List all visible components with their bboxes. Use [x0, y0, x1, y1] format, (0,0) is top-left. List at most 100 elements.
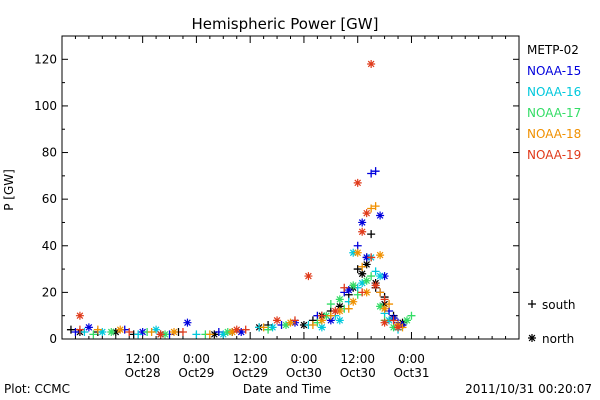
point-noaa-18-south — [371, 202, 380, 211]
point-noaa-15-north — [237, 328, 246, 337]
point-noaa-19-north — [362, 209, 371, 218]
point-noaa-17-north — [161, 330, 170, 339]
point-noaa-16-north — [152, 325, 161, 334]
footer-timestamp: 2011/10/31 00:20:07 — [465, 382, 592, 396]
point-noaa-15-north — [344, 286, 353, 295]
point-noaa-19-south — [380, 295, 389, 304]
y-tick-label: 20 — [42, 285, 57, 299]
point-noaa-18-south — [259, 323, 268, 332]
x-tick-label-time: 12:00 — [233, 352, 268, 366]
plot-frame — [61, 35, 520, 340]
point-noaa-19-north — [371, 281, 380, 290]
point-noaa-16-north — [98, 328, 107, 337]
x-tick-label-time: 0:00 — [398, 352, 425, 366]
x-axis-label: Date and Time — [243, 382, 331, 396]
x-tick-label-date: Oct28 — [125, 366, 161, 380]
point-noaa-19-north — [273, 316, 282, 325]
point-noaa-19-south — [389, 316, 398, 325]
point-noaa-19-north — [394, 323, 403, 332]
point-noaa-16-south — [134, 330, 143, 339]
point-noaa-18-north — [353, 248, 362, 257]
point-noaa-18-north — [349, 297, 358, 306]
data-points — [66, 59, 416, 339]
point-noaa-17-north — [107, 328, 116, 337]
point-noaa-17-north — [362, 276, 371, 285]
legend-south-marker — [528, 300, 536, 308]
point-metp-02-north — [362, 260, 371, 269]
y-tick-label: 0 — [49, 332, 57, 346]
point-noaa-19-north — [367, 59, 376, 68]
point-noaa-15-north — [84, 323, 93, 332]
point-noaa-17-north — [389, 323, 398, 332]
chart-title: Hemispheric Power [GW] — [192, 15, 379, 33]
point-noaa-18-south — [205, 330, 214, 339]
x-tick-label-date: Oct29 — [232, 366, 268, 380]
point-noaa-18-south — [147, 328, 156, 337]
point-metp-02-north — [111, 328, 120, 337]
point-noaa-16-north — [335, 316, 344, 325]
point-noaa-18-south — [344, 304, 353, 313]
point-noaa-19-south — [178, 328, 187, 337]
point-noaa-19-south — [317, 311, 326, 320]
x-tick-label-date: Oct29 — [178, 366, 214, 380]
point-noaa-16-north — [268, 323, 277, 332]
point-noaa-19-south — [358, 288, 367, 297]
legend-entry-noaa-15: NOAA-15 — [527, 64, 581, 78]
point-noaa-19-south — [75, 325, 84, 334]
legend-north-marker — [528, 334, 536, 342]
point-noaa-18-south — [358, 262, 367, 271]
point-metp-02-south — [66, 325, 75, 334]
point-noaa-18-north — [170, 328, 179, 337]
point-noaa-18-north — [228, 328, 237, 337]
point-noaa-18-north — [335, 307, 344, 316]
point-metp-02-south — [367, 230, 376, 239]
point-noaa-17-south — [367, 272, 376, 281]
point-noaa-15-north — [376, 211, 385, 220]
point-noaa-18-south — [385, 300, 394, 309]
point-noaa-19-north — [353, 178, 362, 187]
point-noaa-19-south — [367, 253, 376, 262]
y-axis-label: P [GW] — [2, 169, 16, 211]
x-tick-label-time: 12:00 — [340, 352, 375, 366]
y-tick-label: 40 — [42, 239, 57, 253]
y-tick-label: 60 — [42, 192, 57, 206]
legend: METP-02 NOAA-15 NOAA-16 NOAA-17 NOAA-18 NOAA-… — [527, 43, 581, 346]
point-noaa-17-north — [335, 295, 344, 304]
x-tick-label-date: Oct30 — [286, 366, 322, 380]
legend-entry-noaa-18: NOAA-18 — [527, 127, 581, 141]
point-noaa-19-south — [340, 283, 349, 292]
point-noaa-17-north — [402, 316, 411, 325]
point-metp-02-north — [335, 302, 344, 311]
point-noaa-15-south — [367, 169, 376, 178]
legend-entry-noaa-19: NOAA-19 — [527, 148, 581, 162]
point-metp-02-north — [210, 330, 219, 339]
point-noaa-16-north — [385, 316, 394, 325]
point-noaa-19-north — [75, 311, 84, 320]
y-tick-label: 120 — [34, 52, 57, 66]
point-noaa-18-south — [308, 321, 317, 330]
footer-credit: Plot: CCMC — [4, 382, 70, 396]
point-noaa-15-south — [71, 328, 80, 337]
point-noaa-15-north — [380, 272, 389, 281]
point-noaa-19-south — [241, 325, 250, 334]
point-noaa-16-north — [349, 248, 358, 257]
x-axis: 12:00Oct280:00Oct2912:00Oct290:00Oct3012… — [74, 36, 507, 380]
point-noaa-19-south — [125, 328, 134, 337]
point-noaa-17-south — [89, 330, 98, 339]
point-metp-02-north — [299, 321, 308, 330]
legend-north-label: north — [542, 332, 574, 346]
point-noaa-16-north — [376, 272, 385, 281]
point-noaa-15-north — [326, 316, 335, 325]
point-noaa-16-north — [219, 330, 228, 339]
point-noaa-19-north — [156, 330, 165, 339]
point-noaa-17-north — [223, 328, 232, 337]
x-tick-label-time: 12:00 — [125, 352, 160, 366]
point-noaa-16-south — [371, 267, 380, 276]
point-noaa-17-south — [326, 300, 335, 309]
point-noaa-18-north — [362, 288, 371, 297]
point-noaa-15-north — [358, 218, 367, 227]
legend-entry-noaa-17: NOAA-17 — [527, 106, 581, 120]
point-noaa-17-north — [349, 281, 358, 290]
y-tick-label: 100 — [34, 99, 57, 113]
